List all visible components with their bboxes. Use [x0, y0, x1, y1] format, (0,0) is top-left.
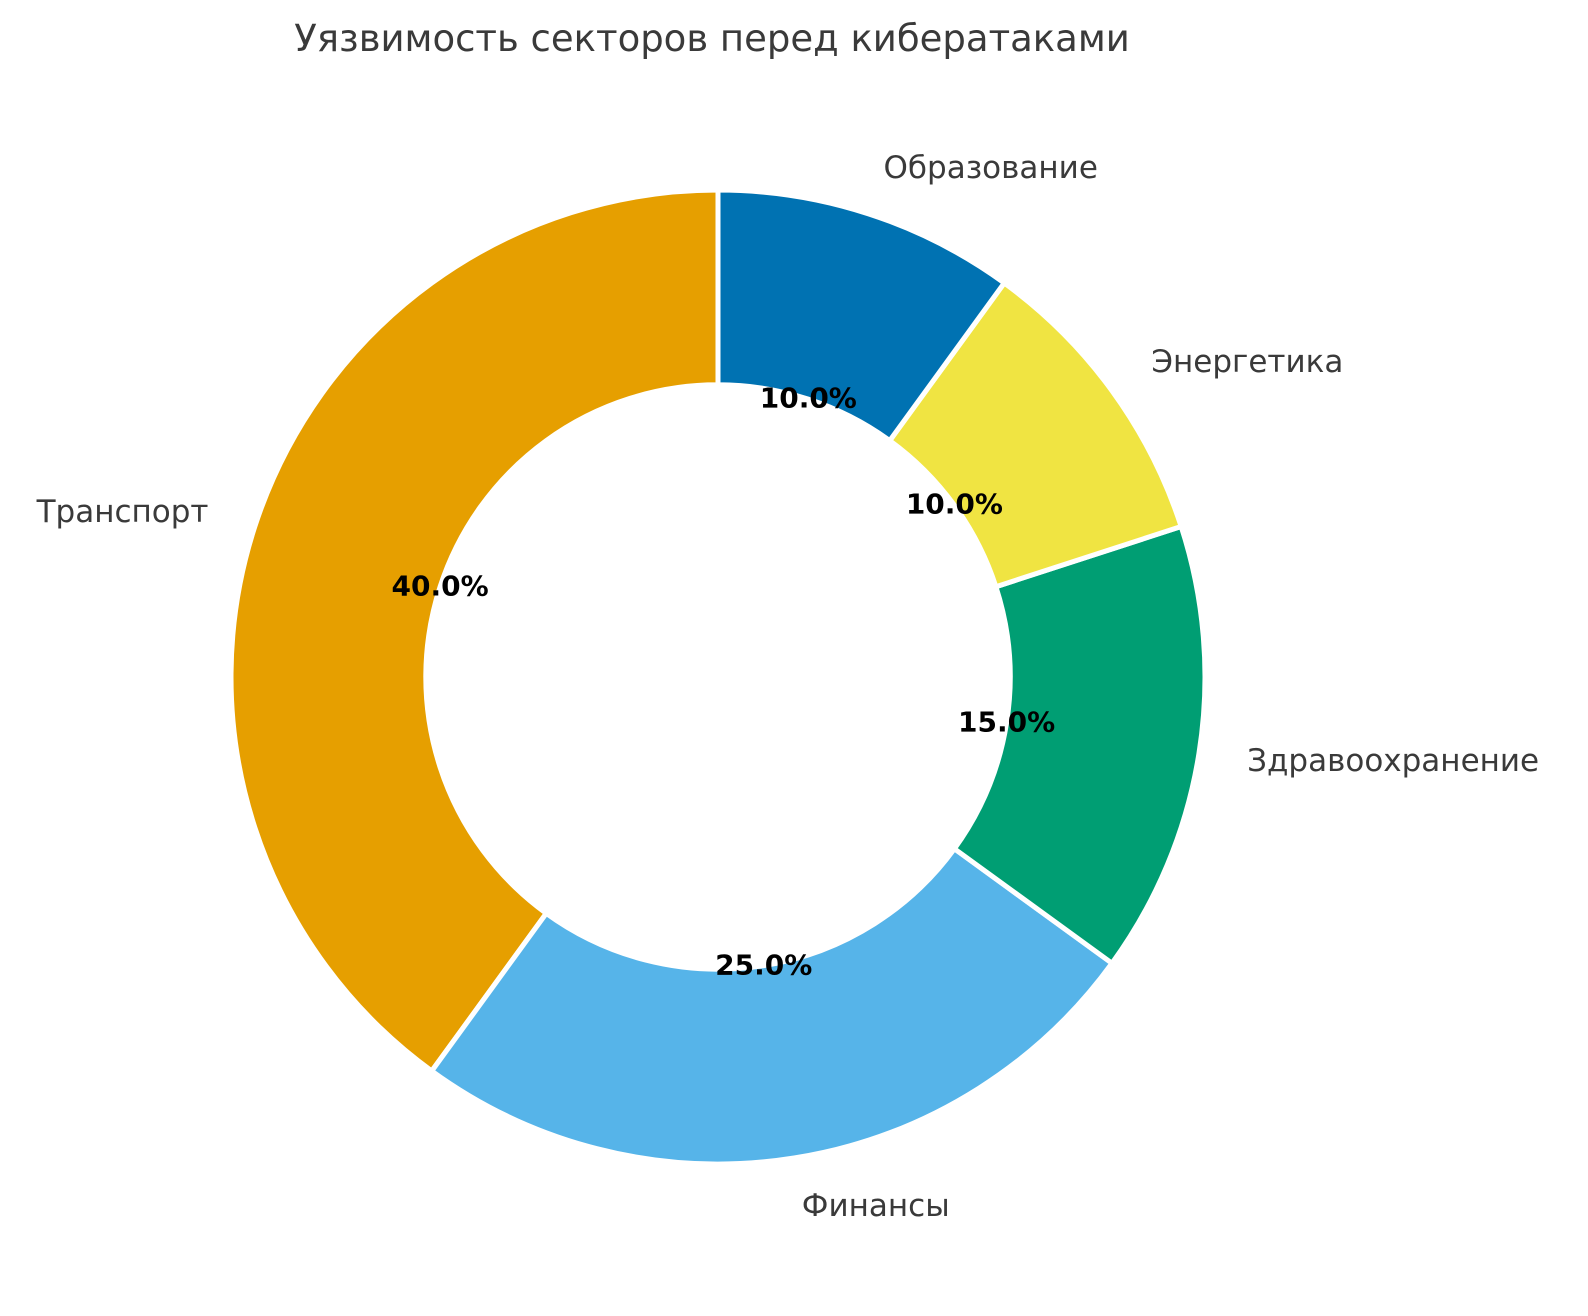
slice-pct-2: 15.0%: [958, 705, 1056, 739]
pie-slice-2: [951, 524, 1208, 966]
slice-label-4: Образование: [883, 149, 1098, 186]
slice-pct-3: 10.0%: [905, 487, 1003, 521]
slice-label-2: Здравоохранение: [1247, 742, 1540, 779]
pie-slice-4: [715, 187, 1007, 444]
slice-label-0: Транспорт: [36, 493, 209, 530]
slice-pct-0: 40.0%: [391, 569, 489, 603]
pie-slice-1: [429, 846, 1115, 1167]
slice-pct-4: 10.0%: [759, 381, 857, 415]
slice-label-3: Энергетика: [1151, 344, 1344, 381]
pie-slice-0: [228, 187, 721, 1074]
slice-label-1: Финансы: [801, 1188, 950, 1225]
chart-title: Уязвимость секторов перед кибератаками: [294, 17, 1130, 60]
slice-pct-1: 25.0%: [715, 948, 813, 982]
